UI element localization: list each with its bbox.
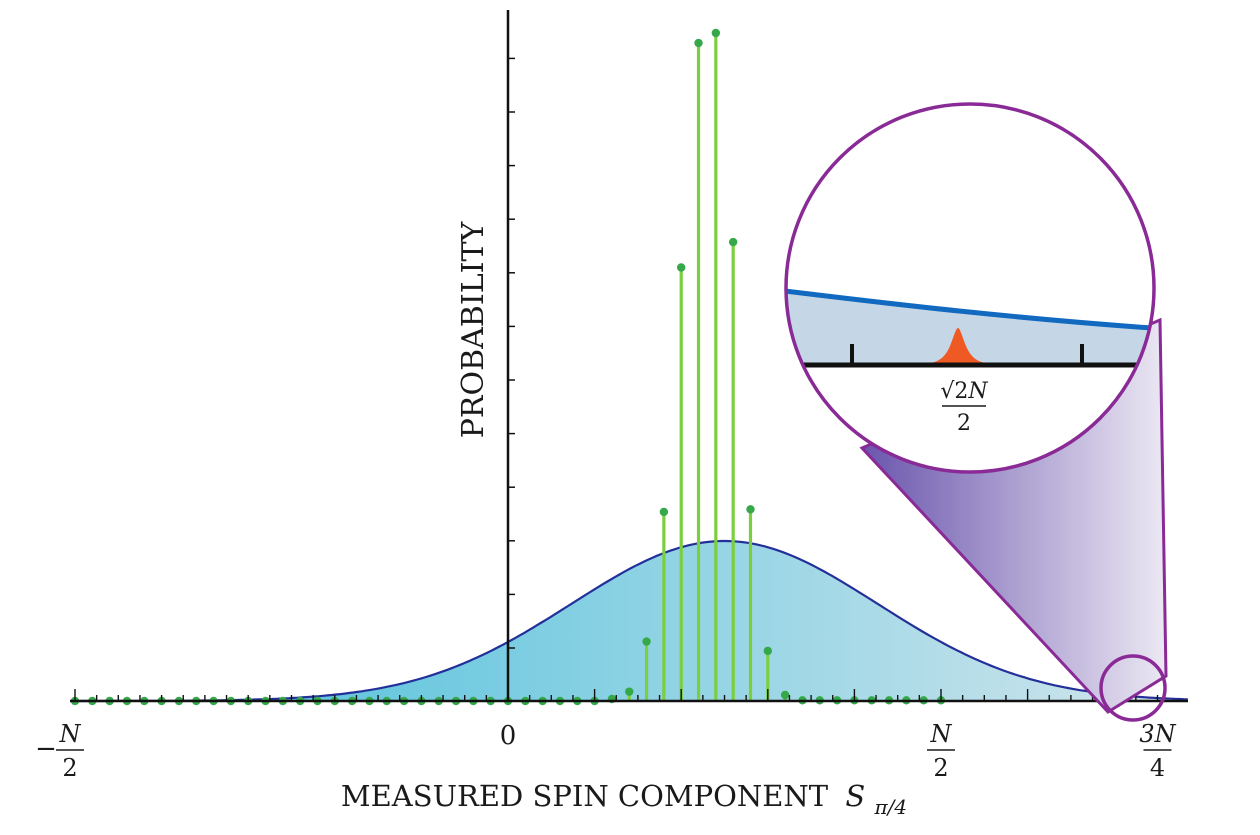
inset-label-variable: N [967, 379, 988, 404]
inset-label: √2N 2 [940, 379, 988, 436]
stem-dot [780, 690, 790, 700]
inset-background [786, 104, 1154, 472]
stem-dot [694, 38, 703, 48]
inset-label-radical: √2 [940, 379, 968, 404]
stem-dot [677, 263, 686, 272]
x-axis-label: MEASURED SPIN COMPONENT S π/4 [341, 779, 907, 819]
inset-label-denominator: 2 [957, 411, 971, 436]
tick-label-sign: − [35, 734, 57, 764]
plot-area [70, 10, 1188, 706]
zoom-target-ring [1099, 654, 1167, 722]
x-axis-label-symbol: S [845, 779, 865, 813]
inset-curve-fill [786, 288, 1154, 366]
inset-ring [784, 102, 1156, 474]
stem-dot [746, 505, 755, 514]
tick-label: 0 [500, 721, 517, 751]
tick-label-numerator: N [930, 720, 953, 748]
stem-dot [711, 28, 721, 38]
stem-dot [763, 646, 772, 656]
zoom-inset: √2N 2 [784, 102, 1168, 722]
x-axis-label-text: MEASURED SPIN COMPONENT [341, 779, 829, 813]
axes [70, 10, 1188, 703]
tick-label: − N 2 [35, 720, 84, 782]
tick-label: 3N4 [1139, 720, 1176, 782]
tick-label-numerator: 3N [1139, 720, 1176, 748]
tick-label-denominator: 2 [933, 754, 948, 782]
tick-label: N2 [927, 720, 955, 782]
stem-dot [728, 237, 738, 247]
inset-peak [918, 328, 998, 364]
tick-label-numerator: N [59, 720, 82, 748]
tick-label-denominator: 2 [62, 754, 77, 782]
svg-text:√2N: √2N [940, 379, 988, 404]
x-axis-label-subscript: π/4 [873, 795, 907, 819]
stem-dot [625, 687, 634, 696]
tick-label-denominator: 4 [1150, 754, 1165, 782]
probability-curve-area [75, 541, 1188, 701]
measurement-stems [70, 28, 946, 706]
inset-curve-line [786, 285, 1154, 333]
stem-dot [659, 507, 669, 517]
y-axis-label: PROBABILITY [456, 221, 491, 439]
probability-curve-line [75, 539, 1188, 703]
stem-dot [642, 637, 651, 646]
